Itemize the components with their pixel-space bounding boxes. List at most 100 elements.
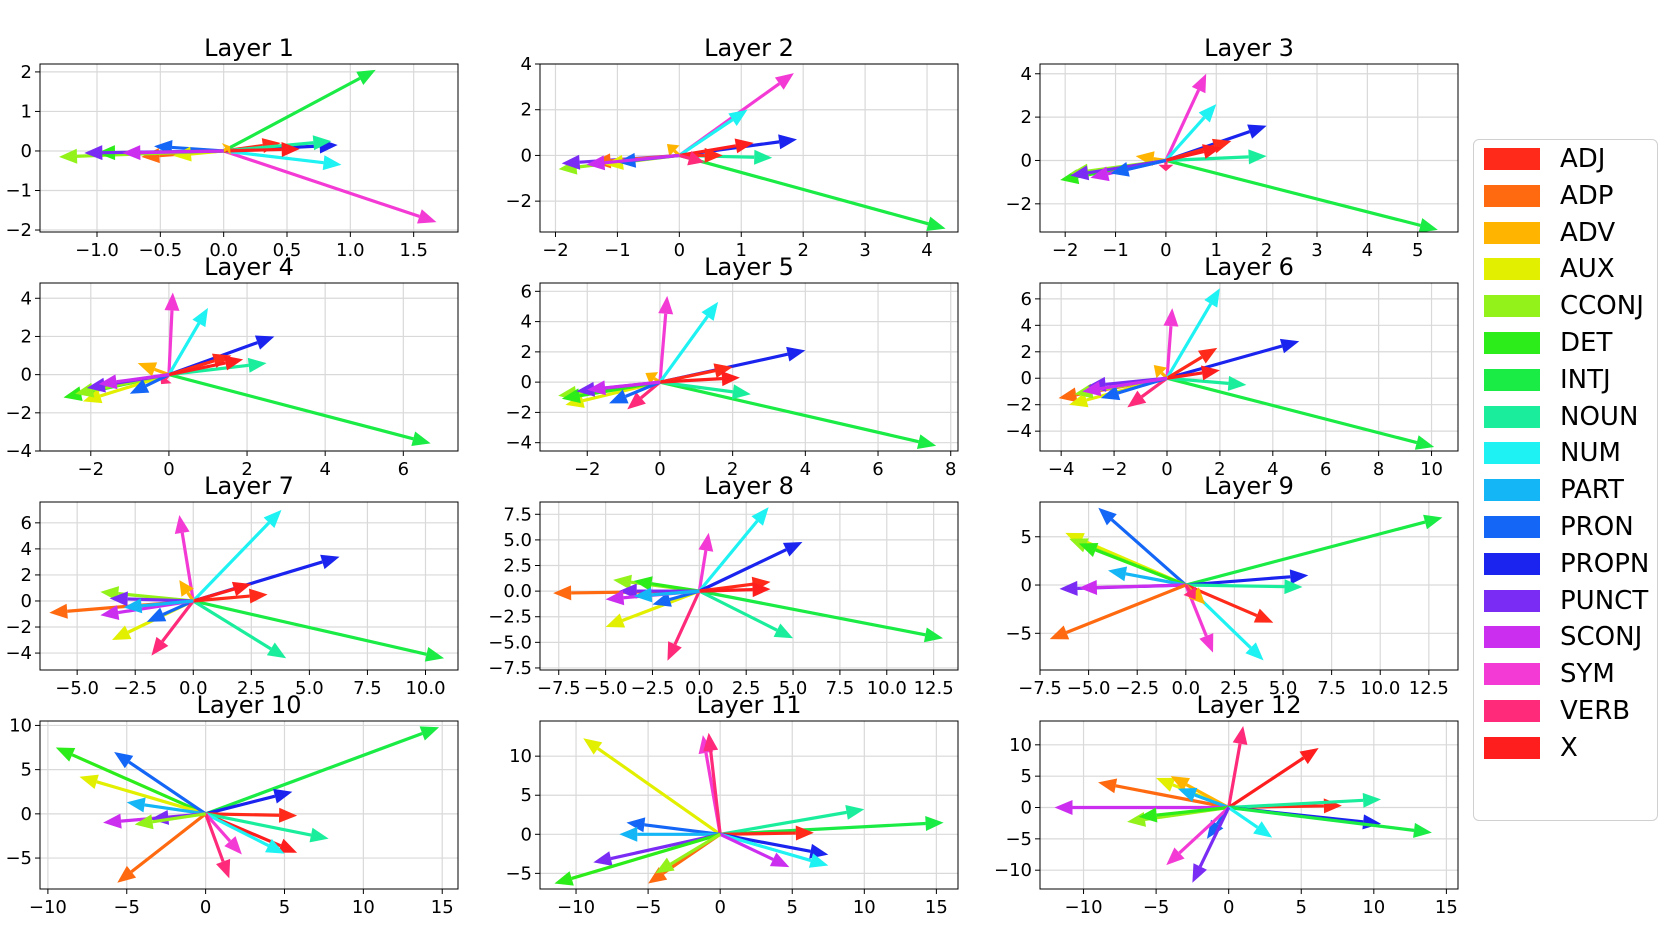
arrow-sconj [586,153,680,171]
x-tick-label: 15 [1435,897,1458,918]
arrow-head [224,836,242,855]
arrow-shaft [719,810,847,836]
arrow-verb [667,590,701,661]
arrow-shaft [1166,344,1283,380]
subplot-title: Layer 1 [204,34,294,62]
y-tick-label: −7.5 [488,658,532,679]
subplot-title: Layer 11 [696,691,801,719]
legend-label: INTJ [1560,364,1611,395]
arrow-shaft [678,153,690,160]
arrow-num [167,307,208,376]
y-tick-label: 0 [1021,368,1032,389]
arrow-propn [1185,569,1309,587]
arrow-num [1164,104,1217,162]
arrow-head [1284,579,1303,595]
arrow-head [1108,566,1128,582]
arrow-shaft [222,76,361,153]
arrow-head [1138,807,1158,823]
arrow-intj [678,153,946,232]
x-tick-label: 4 [800,459,811,480]
x-tick-label: −4 [1048,459,1075,480]
arrow-shaft [1185,575,1291,587]
subplot-10: Layer 10 −10 −5 0 5 10 15 −5 0 5 10 [5,691,459,918]
legend-item-propn: PROPN [1484,549,1649,579]
arrow-sconj [98,373,170,390]
arrow-head [59,148,78,164]
arrow-shaft [1194,793,1230,810]
arrow-head [356,69,376,86]
arrow-shaft [1185,520,1426,587]
legend-item-pron: PRON [1484,512,1634,542]
arrow-det [1138,805,1229,823]
arrow-head [126,797,146,813]
arrow-sym [697,532,714,592]
arrow-head [129,379,150,394]
legend-swatch [1484,626,1540,649]
arrow-shaft [1227,756,1305,809]
arrow-shaft [1227,743,1242,808]
arrow-shaft [1166,376,1229,385]
legend-label: X [1560,732,1578,763]
arrow-head [1188,587,1206,605]
arrow-shaft [1228,798,1364,810]
arrow-head [309,827,329,843]
legend-label: ADV [1560,217,1616,248]
subplot-title: Layer 8 [704,472,794,500]
arrow-shaft [1178,806,1230,855]
arrow-aux [79,774,207,816]
arrow-head [1090,166,1110,182]
arrow-head [774,73,794,90]
arrow-head [1058,387,1078,403]
x-tick-label: 0.0 [1171,678,1200,699]
axes-frame [1039,501,1459,671]
arrow-head [221,143,231,156]
arrow-head [417,209,437,224]
arrow-shaft [658,315,709,384]
x-tick-label: 10 [853,897,876,918]
arrow-shaft [204,812,232,843]
arrow-shaft [1096,583,1186,590]
arrow-adj [1166,347,1218,380]
arrow-head [687,150,705,166]
x-tick-label: −5.0 [1067,678,1111,699]
x-tick-label: −5.0 [584,678,628,699]
arrow-head [652,592,672,607]
arrow-head [1127,390,1147,408]
arrow-head [667,641,682,661]
x-tick-label: −5 [113,897,140,918]
x-tick-label: 8 [945,459,956,480]
arrow-shaft [1127,158,1167,171]
x-tick-label: −10 [29,897,67,918]
x-tick-label: −2 [542,240,569,261]
legend-swatch [1484,148,1540,170]
arrow-shaft [1166,371,1203,380]
y-tick-label: −5 [1005,623,1032,644]
y-tick-label: 4 [21,288,32,309]
arrow-cconj [655,832,721,874]
arrow-head [273,788,293,804]
arrow-head [117,865,137,883]
legend-item-sconj: SCONJ [1484,622,1642,652]
axes-frame [1039,720,1459,890]
arrow-shaft [1099,376,1168,391]
arrow-shaft [659,377,723,384]
arrow-head [633,576,653,592]
arrow-head [728,109,748,126]
arrow-num [1165,288,1220,380]
legend: ADJ ADP ADV AUX CCONJ DET INTJ NOUN NUM PART PRON P… [1473,139,1658,821]
arrow-noun [1165,149,1267,165]
arrow-head [1232,726,1248,746]
legend-label: SYM [1560,659,1615,690]
arrow-shaft [1165,150,1205,163]
y-tick-label: −5 [505,863,532,884]
arrow-adv [221,143,231,156]
y-tick-label: 6 [1021,289,1032,310]
arrow-x [168,355,244,377]
x-tick-label: −5.0 [55,678,99,699]
legend-item-adp: ADP [1484,181,1614,211]
arrow-head [49,603,68,619]
subplot-2: Layer 2 −2 −1 0 1 2 3 4 −2 0 2 4 [505,34,959,261]
arrow-intj [659,380,937,449]
legend-label: PART [1560,475,1624,506]
